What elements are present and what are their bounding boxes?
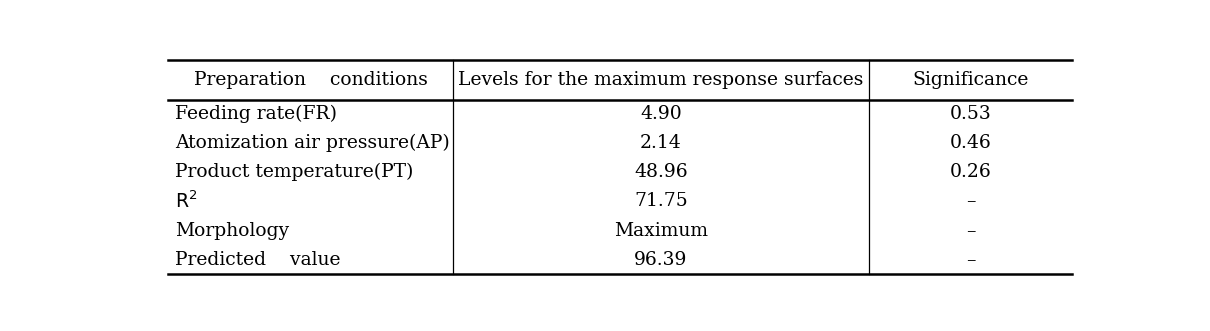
Text: Maximum: Maximum: [613, 221, 708, 240]
Text: 96.39: 96.39: [634, 251, 687, 269]
Text: Feeding rate(FR): Feeding rate(FR): [175, 105, 338, 123]
Text: Preparation    conditions: Preparation conditions: [194, 71, 427, 89]
Text: –: –: [966, 192, 975, 211]
Text: 4.90: 4.90: [640, 105, 681, 123]
Text: Significance: Significance: [912, 71, 1028, 89]
Text: 48.96: 48.96: [634, 164, 687, 181]
Text: 0.26: 0.26: [950, 164, 991, 181]
Text: 71.75: 71.75: [634, 192, 687, 211]
Text: Atomization air pressure(AP): Atomization air pressure(AP): [175, 134, 450, 152]
Text: 0.53: 0.53: [950, 105, 991, 123]
Text: Morphology: Morphology: [175, 221, 289, 240]
Text: 0.46: 0.46: [950, 134, 991, 152]
Text: Product temperature(PT): Product temperature(PT): [175, 163, 414, 181]
Text: Predicted    value: Predicted value: [175, 251, 341, 269]
Text: Levels for the maximum response surfaces: Levels for the maximum response surfaces: [459, 71, 864, 89]
Text: –: –: [966, 251, 975, 269]
Text: –: –: [966, 221, 975, 240]
Text: $\mathrm{R}^2$: $\mathrm{R}^2$: [175, 191, 197, 212]
Text: 2.14: 2.14: [640, 134, 681, 152]
